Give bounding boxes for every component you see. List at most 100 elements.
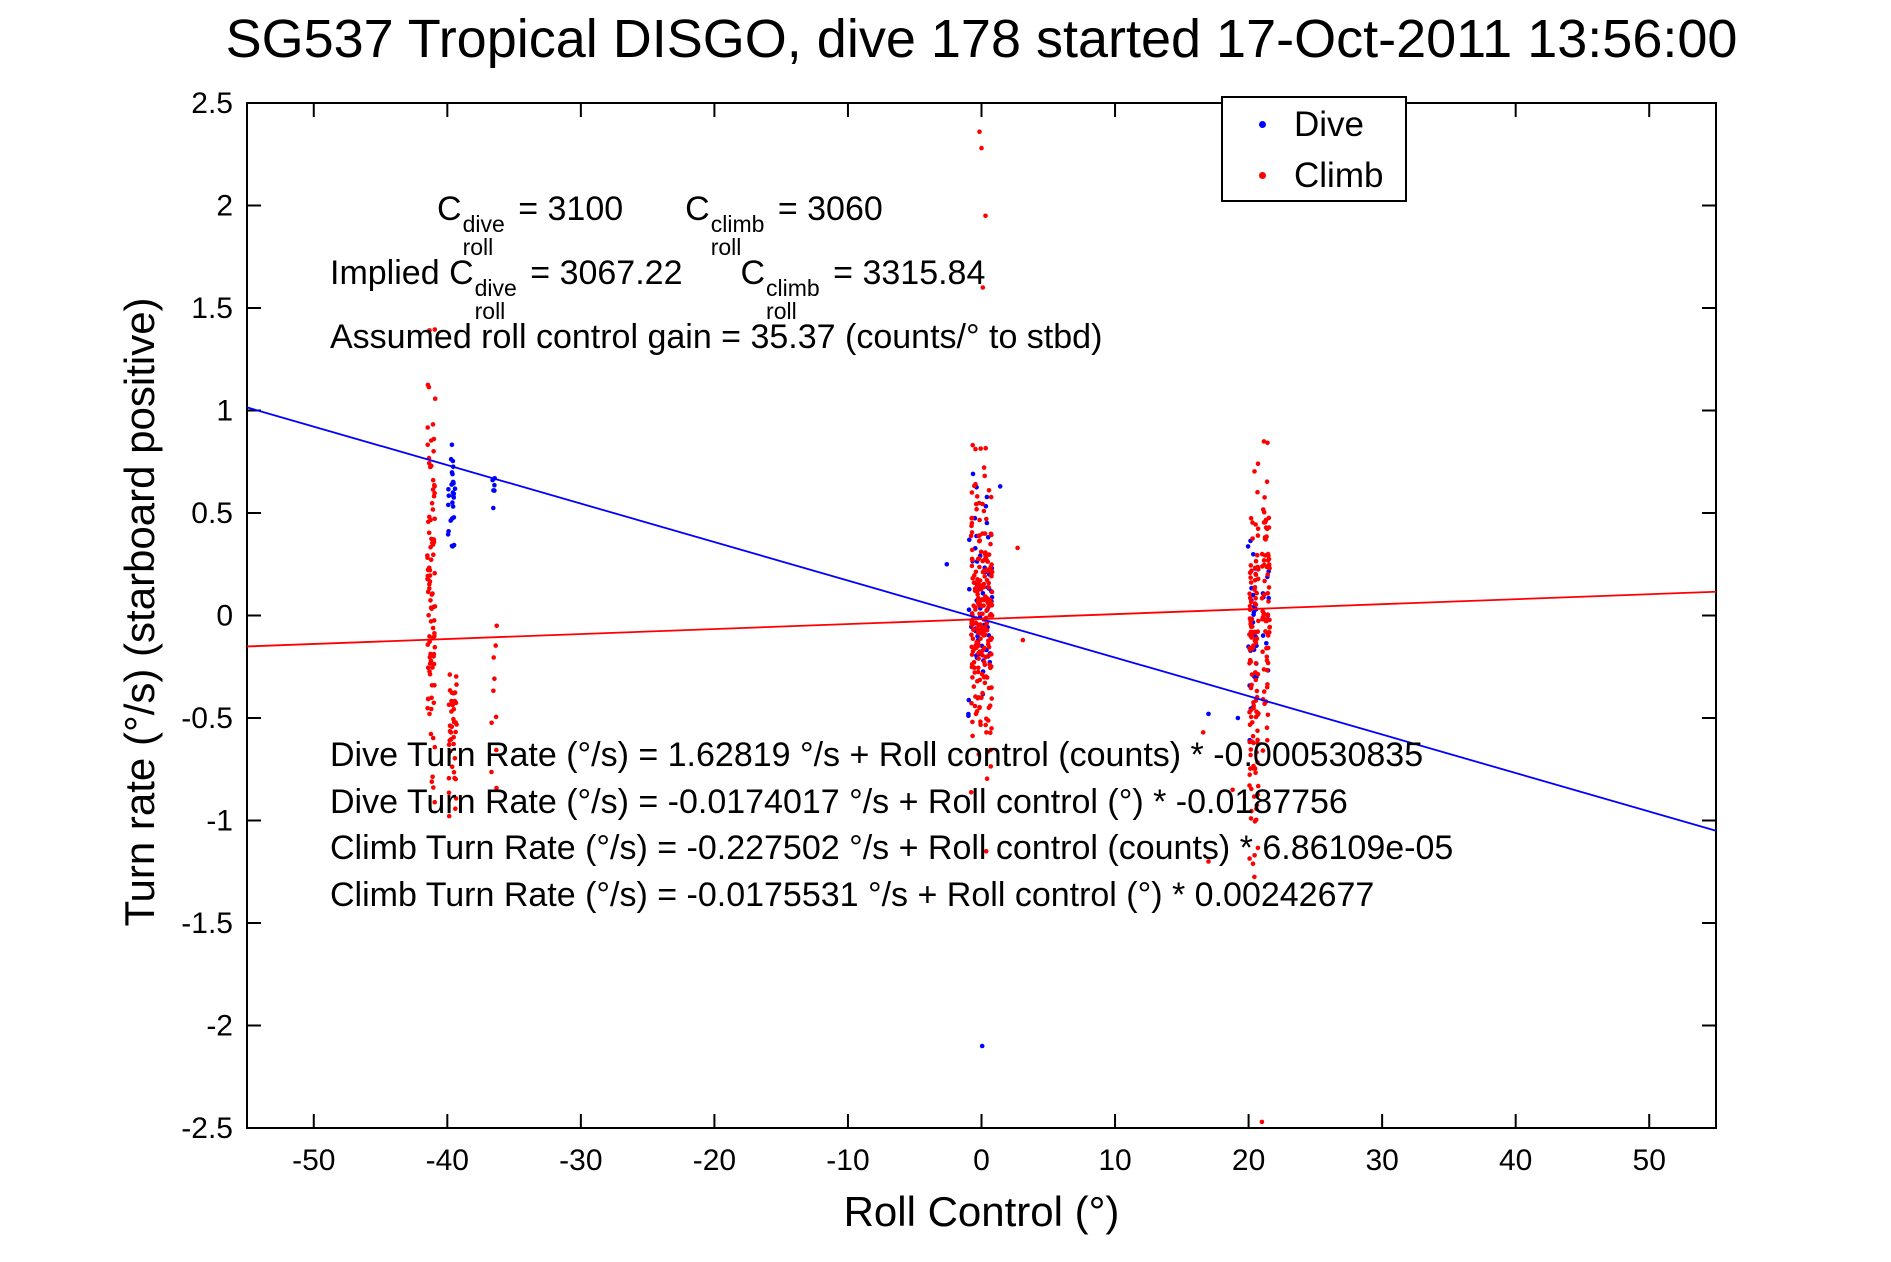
point-climb [988,637,994,643]
point-climb [432,484,437,489]
point-climb [428,545,433,550]
point-climb [451,719,457,725]
point-climb [431,654,436,659]
point-dive [1235,715,1241,721]
point-climb [975,592,980,597]
point-dive [970,471,976,477]
coeff1-dive-supsub: dive roll [462,212,505,260]
point-climb [1248,580,1254,585]
coeff2-sub-roll1: roll [474,297,506,324]
point-climb [969,556,975,562]
point-climb [980,569,986,575]
point-climb [973,501,979,507]
point-climb [989,696,994,701]
point-climb [427,671,433,677]
point-climb [1260,614,1266,620]
coeff1-sup-climb: climb [710,210,765,237]
point-climb [1247,739,1252,745]
point-climb [1260,748,1266,753]
point-climb [1262,553,1268,558]
point-climb [426,384,432,390]
coeff1-sub-roll1: roll [462,233,494,260]
coeff2-c-climb: C [740,254,766,292]
point-climb [1265,645,1271,651]
point-climb [969,661,975,667]
point-climb [984,621,990,626]
point-climb [1265,440,1270,446]
point-climb [429,592,435,597]
point-climb [987,703,993,708]
point-climb [1253,770,1258,776]
point-climb [446,775,452,781]
point-climb [970,719,975,725]
legend-item-climb: Climb [1223,150,1405,201]
point-climb [425,553,430,558]
point-climb [969,547,975,553]
point-climb [1253,558,1259,564]
point-climb [427,654,433,660]
point-dive [448,518,454,523]
point-climb [1250,720,1255,725]
coeff2-sub-roll2: roll [766,297,797,324]
point-climb [969,701,974,706]
x-tick-label: 50 [1633,1144,1666,1177]
point-dive [983,503,989,509]
legend-item-dive: Dive [1223,99,1405,150]
coeff2-dive-supsub: dive roll [474,276,517,324]
coeff2-climb-supsub: climb roll [766,276,820,324]
climb-marker-icon [1259,172,1266,179]
point-climb [978,446,983,451]
coeff1-c-dive: C [437,190,462,228]
point-climb [1253,571,1258,577]
point-climb [431,493,437,499]
y-tick-label: 1 [216,395,233,428]
point-climb [977,704,982,710]
point-climb [1250,861,1256,866]
point-climb [975,579,980,584]
x-tick-label: 40 [1499,1144,1532,1177]
point-climb [451,741,456,747]
coeff1-eq-dive: = 3100 [508,190,624,228]
point-climb [453,806,458,811]
y-tick-label: 2 [216,190,233,223]
point-climb [972,483,977,489]
point-climb [975,640,981,645]
point-climb [449,690,455,696]
point-climb [1262,562,1267,568]
point-climb [985,641,991,647]
dive-marker-icon [1259,121,1266,128]
point-climb [1253,596,1258,601]
point-climb [1265,738,1270,743]
point-climb [986,585,991,590]
point-climb [1253,640,1259,646]
point-climb [1264,654,1270,660]
point-climb [1015,545,1020,551]
point-climb [969,644,974,650]
point-climb [430,665,435,670]
point-dive [452,486,458,492]
point-climb [426,613,431,618]
point-dive [450,493,456,499]
coeff1-sub-roll2: roll [710,233,742,260]
x-tick-label: 30 [1365,1144,1398,1177]
point-climb [974,645,979,650]
point-climb [969,490,975,495]
point-climb [979,671,985,677]
coeff1-climb-supsub: climb roll [710,210,765,260]
point-climb [1255,461,1261,467]
point-climb [1248,563,1254,568]
point-climb [984,675,990,680]
point-climb [453,796,459,801]
point-climb [448,748,453,754]
point-climb [1253,661,1259,666]
point-climb [982,645,987,651]
point-climb [979,695,984,701]
point-climb [431,449,436,454]
point-climb [452,756,458,761]
point-climb [985,568,990,574]
point-climb [988,764,994,769]
point-climb [446,742,452,748]
point-climb [446,790,452,796]
